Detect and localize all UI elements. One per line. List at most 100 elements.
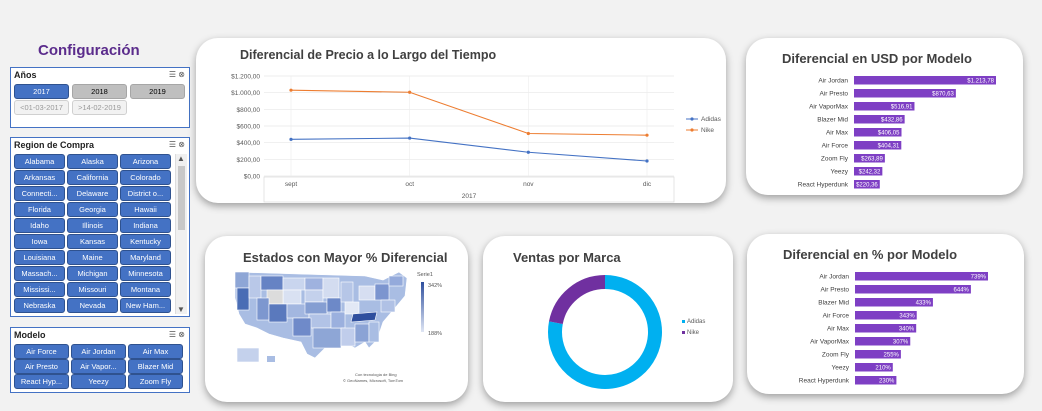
map-credit-bing: Con tecnología de Bing [355, 372, 397, 377]
bar-category-label: Air Max [827, 326, 850, 333]
bar [855, 363, 893, 372]
modelo-option[interactable]: Zoom Fly [128, 374, 183, 389]
donut-slice-nike [549, 275, 606, 325]
map-legend-max: 342% [428, 283, 442, 289]
slicer-region-icons: ☰ ⊗ [169, 140, 185, 149]
bar [854, 115, 905, 124]
map-legend-gradient [421, 282, 424, 332]
modelo-option[interactable]: Yeezy [71, 374, 126, 389]
bar-category-label: Zoom Fly [821, 156, 849, 163]
bar-value-label: 343% [899, 313, 915, 319]
modelo-option[interactable]: React Hyp... [14, 374, 69, 389]
donut-slice-adidas [548, 275, 662, 389]
region-option[interactable]: Alabama [14, 154, 65, 169]
bar-value-label: $432,86 [881, 117, 903, 123]
modelo-option[interactable]: Air Force [14, 344, 69, 359]
data-point-nike [645, 133, 649, 137]
modelo-option[interactable]: Blazer Mid [128, 359, 183, 374]
region-option[interactable]: Arkansas [14, 170, 65, 185]
bar [854, 154, 885, 163]
region-option[interactable]: Michigan [67, 266, 118, 281]
x-tick-label: oct [405, 181, 414, 188]
bar [855, 285, 971, 294]
year-option[interactable]: 2018 [72, 84, 127, 99]
year-option[interactable]: 2019 [130, 84, 185, 99]
data-point-adidas [645, 159, 649, 163]
slicer-anos-icons: ☰ ⊗ [169, 70, 185, 79]
scroll-down-icon[interactable]: ▼ [177, 305, 185, 314]
region-option[interactable]: Minnesota [120, 266, 171, 281]
region-option[interactable]: Massach... [14, 266, 65, 281]
scroll-up-icon[interactable]: ▲ [177, 154, 185, 163]
scroll-thumb[interactable] [178, 166, 185, 230]
bar-value-label: 255% [884, 352, 900, 358]
region-option[interactable]: Alaska [67, 154, 118, 169]
multiselect-icon[interactable]: ☰ [168, 140, 177, 149]
region-option[interactable]: Connecti... [14, 186, 65, 201]
region-option[interactable]: Montana [120, 282, 171, 297]
region-option[interactable]: Arizona [120, 154, 171, 169]
modelo-option[interactable]: Air Jordan [71, 344, 126, 359]
bar-category-label: React Hyperdunk [799, 378, 850, 385]
map-card: Estados con Mayor % Diferencial [205, 236, 468, 402]
region-option[interactable]: Hawaii [120, 202, 171, 217]
bar-value-label: $406,05 [878, 130, 900, 136]
region-option[interactable]: Kansas [67, 234, 118, 249]
region-option[interactable]: Nevada [67, 298, 118, 313]
region-option[interactable]: Mississi... [14, 282, 65, 297]
bar-category-label: React Hyperdunk [798, 182, 849, 189]
date-range-option[interactable]: >14-02-2019 [72, 100, 127, 115]
region-option[interactable]: Delaware [67, 186, 118, 201]
region-option[interactable]: Iowa [14, 234, 65, 249]
region-option[interactable]: Maryland [120, 250, 171, 265]
bar-value-label: $263,89 [861, 156, 883, 162]
modelo-option[interactable]: Air Max [128, 344, 183, 359]
bar-category-label: Air Presto [820, 287, 849, 294]
region-option[interactable]: Florida [14, 202, 65, 217]
multiselect-icon[interactable]: ☰ [168, 70, 177, 79]
region-option[interactable]: Colorado [120, 170, 171, 185]
clear-filter-icon[interactable]: ⊗ [178, 330, 185, 339]
region-option[interactable]: California [67, 170, 118, 185]
date-range-option[interactable]: <01-03-2017 [14, 100, 69, 115]
bar-category-label: Zoom Fly [822, 352, 850, 359]
region-scrollbar[interactable]: ▲ ▼ [175, 154, 187, 314]
region-option[interactable]: Nebraska [14, 298, 65, 313]
data-point-adidas [526, 150, 530, 154]
region-option[interactable]: New Ham... [120, 298, 171, 313]
bar-value-label: $516,91 [891, 104, 913, 110]
region-option[interactable]: Georgia [67, 202, 118, 217]
data-point-nike [526, 131, 530, 136]
multiselect-icon[interactable]: ☰ [168, 330, 177, 339]
data-point-adidas [289, 137, 293, 141]
region-option[interactable]: Louisiana [14, 250, 65, 265]
bar [854, 167, 883, 176]
modelo-option[interactable]: Air Vapor... [71, 359, 126, 374]
bar-category-label: Air Force [823, 313, 850, 320]
region-option[interactable]: Missouri [67, 282, 118, 297]
legend-swatch [682, 331, 685, 334]
clear-filter-icon[interactable]: ⊗ [178, 140, 185, 149]
data-point-nike [289, 88, 293, 92]
region-option[interactable]: Indiana [120, 218, 171, 233]
y-tick-label: $600,00 [237, 124, 261, 131]
region-option[interactable]: Illinois [67, 218, 118, 233]
region-option[interactable]: Kentucky [120, 234, 171, 249]
pct-bar-chart: Air Jordan 739% Air Presto 644% Blazer Mid 43… [799, 272, 988, 385]
region-option[interactable]: Maine [67, 250, 118, 265]
slicer-modelo: Modelo ☰ ⊗ Air Force Air Jordan Air Max Air… [10, 327, 190, 393]
year-option[interactable]: 2017 [14, 84, 69, 99]
map-state-tiles [234, 271, 404, 349]
bar-category-label: Air Max [826, 130, 849, 137]
region-option[interactable]: District o... [120, 186, 171, 201]
modelo-option[interactable]: Air Presto [14, 359, 69, 374]
bar [855, 376, 897, 385]
bar-value-label: 644% [954, 287, 970, 293]
y-tick-label: $400,00 [237, 140, 261, 147]
bar-value-label: $242,32 [859, 169, 881, 175]
region-option[interactable]: Idaho [14, 218, 65, 233]
bar [855, 337, 911, 346]
bar-category-label: Air VaporMax [809, 104, 849, 111]
clear-filter-icon[interactable]: ⊗ [178, 70, 185, 79]
bar-value-label: 307% [893, 339, 909, 345]
